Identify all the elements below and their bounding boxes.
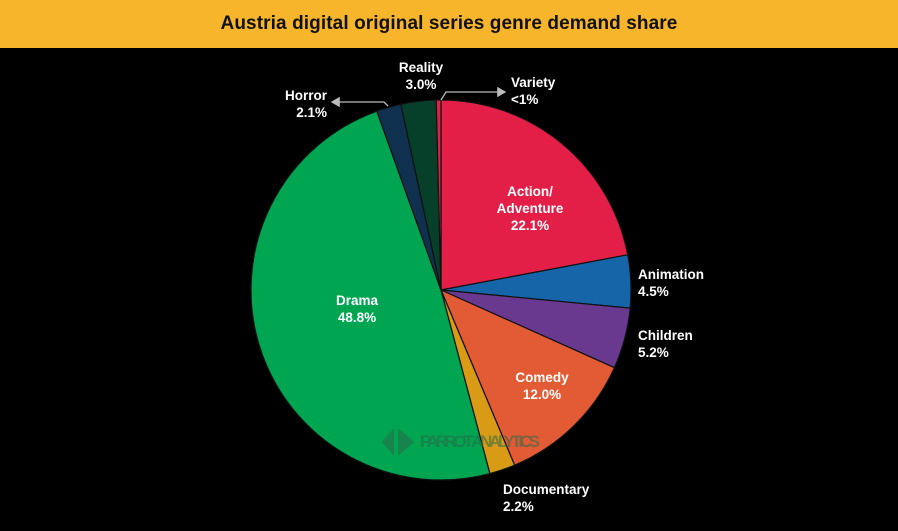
value-label: 48.8% — [338, 310, 376, 325]
category-label: Reality — [399, 60, 444, 75]
parrot-logo-icon — [398, 428, 414, 456]
category-label: Horror — [285, 88, 328, 103]
chart-area: PARROT ANALYTICS Action/Adventure 22.1% Ani… — [0, 48, 898, 531]
category-label: Comedy — [515, 370, 569, 385]
label-drama: Drama 48.8% — [336, 293, 379, 325]
value-label: <1% — [511, 92, 538, 107]
category-label: Children — [638, 328, 693, 343]
value-label: 12.0% — [523, 387, 561, 402]
category-label: Variety — [511, 75, 556, 90]
leader-variety — [440, 86, 507, 101]
value-label: 4.5% — [638, 284, 669, 299]
value-label: 22.1% — [511, 218, 549, 233]
label-horror: Horror 2.1% — [285, 88, 328, 120]
slice-drama — [250, 110, 491, 481]
label-variety: Variety <1% — [511, 75, 556, 107]
chart-title: Austria digital original series genre de… — [220, 13, 678, 34]
slice-comedy — [439, 288, 616, 466]
pie-slices — [250, 99, 632, 481]
slice-action-adventure — [440, 99, 629, 291]
value-label: 3.0% — [406, 77, 437, 92]
label-comedy: Comedy 12.0% — [515, 370, 569, 402]
pie-chart: PARROT ANALYTICS Action/Adventure 22.1% Ani… — [250, 60, 704, 514]
leader-lines — [330, 86, 507, 108]
parrot-analytics-watermark: PARROT ANALYTICS — [382, 428, 540, 456]
label-action-adventure: Action/Adventure 22.1% — [497, 184, 564, 233]
category-label: Action/ — [507, 184, 553, 199]
category-label: Animation — [638, 267, 704, 282]
parrot-logo-icon — [382, 428, 394, 456]
watermark-text: PARROT ANALYTICS — [420, 432, 540, 451]
leader-horror — [330, 96, 389, 108]
category-label: Adventure — [497, 201, 564, 216]
slice-variety — [435, 99, 442, 291]
category-label: Drama — [336, 293, 379, 308]
label-children: Children 5.2% — [638, 328, 693, 360]
category-label: Documentary — [503, 482, 590, 497]
value-label: 2.1% — [296, 105, 327, 120]
slice-labels: Action/Adventure 22.1% Animation 4.5% Childr… — [285, 60, 704, 514]
label-documentary: Documentary 2.2% — [503, 482, 590, 514]
label-animation: Animation 4.5% — [638, 267, 704, 299]
label-reality: Reality 3.0% — [399, 60, 444, 92]
value-label: 5.2% — [638, 345, 669, 360]
title-bar: Austria digital original series genre de… — [0, 0, 898, 48]
value-label: 2.2% — [503, 499, 534, 514]
